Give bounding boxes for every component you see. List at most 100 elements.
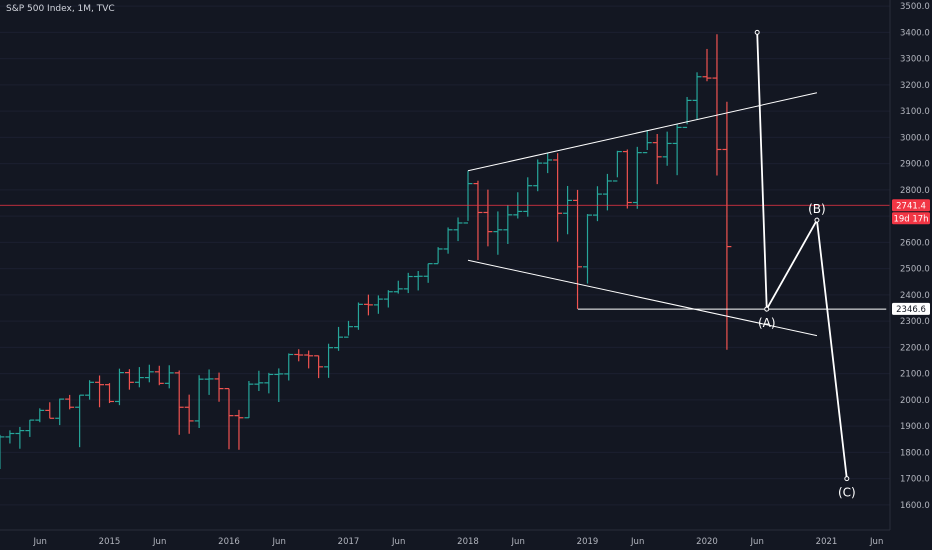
x-tick-label: 2018 (457, 537, 479, 547)
price-label-box (892, 302, 930, 315)
wave-label: (A) (758, 316, 776, 330)
ohlc-bar (15, 426, 25, 449)
ohlc-bar (304, 350, 314, 369)
ohlc-bar (652, 133, 662, 185)
ohlc-bar (164, 365, 174, 389)
ohlc-bar (353, 302, 363, 330)
wave-label: (C) (838, 486, 856, 500)
ohlc-bar (553, 153, 563, 242)
price-label-text: 2346.6 (896, 305, 926, 315)
ohlc-bar (453, 217, 463, 242)
wave-point[interactable] (764, 306, 770, 312)
ohlc-bar (632, 146, 642, 209)
x-tick-label: Jun (152, 537, 166, 547)
ohlc-bar (363, 294, 373, 316)
y-tick-label: 2500.0 (900, 265, 930, 275)
ohlc-bar (114, 368, 124, 406)
ohlc-bar (254, 370, 264, 391)
ohlc-bar (224, 388, 234, 450)
trendline[interactable] (467, 92, 818, 172)
y-tick-label: 1600.0 (900, 501, 930, 511)
ohlc-bar (144, 364, 154, 383)
x-tick-label: Jun (391, 537, 405, 547)
ohlc-bar (214, 372, 224, 402)
ohlc-bar (493, 211, 503, 255)
y-tick-label: 2200.0 (900, 343, 930, 353)
x-tick-label: Jun (272, 537, 286, 547)
ohlc-bar (314, 355, 324, 379)
x-tick-label: Jun (630, 537, 644, 547)
ohlc-bar (642, 130, 652, 154)
chart-title: S&P 500 Index, 1M, TVC (6, 4, 115, 14)
ohlc-bar (443, 227, 453, 254)
y-tick-label: 2900.0 (900, 160, 930, 170)
trendline[interactable] (467, 259, 818, 337)
x-tick-label: Jun (33, 537, 47, 547)
ohlc-bar (0, 434, 5, 469)
x-tick-label: 2019 (577, 537, 599, 547)
ohlc-bar (383, 290, 393, 308)
ohlc-bar (463, 170, 473, 224)
grid (0, 5, 890, 506)
ohlc-bar (85, 380, 95, 400)
x-tick-label: Jun (750, 537, 764, 547)
ohlc-bar (75, 394, 85, 448)
y-tick-label: 3500.0 (900, 2, 930, 12)
ohlc-bar (413, 271, 423, 291)
ohlc-bar (124, 369, 134, 390)
y-tick-label: 2100.0 (900, 370, 930, 380)
ohlc-bar (692, 72, 702, 120)
y-tick-label: 3400.0 (900, 28, 930, 38)
y-tick-label: 3300.0 (900, 55, 930, 65)
y-tick-label: 3200.0 (900, 81, 930, 91)
price-axis[interactable]: 1600.0 1700.0 1800.0 1900.0 2000.0 2100.0 2200… (900, 2, 930, 511)
ohlc-bar (612, 150, 622, 182)
wave-point[interactable] (814, 217, 820, 223)
ohlc-bar (393, 280, 403, 294)
y-tick-label: 1900.0 (900, 422, 930, 432)
ohlc-bar (134, 367, 144, 388)
ohlc-bar (204, 369, 214, 395)
ohlc-bar (5, 430, 15, 444)
ohlc-bar (344, 320, 353, 338)
ohlc-bar (563, 185, 573, 235)
ohlc-bar (702, 48, 712, 82)
y-tick-label: 2800.0 (900, 186, 930, 196)
price-labels: 2741.4 19d 17h 2346.6 (892, 199, 930, 315)
y-tick-label: 2000.0 (900, 396, 930, 406)
ohlc-bar (373, 295, 383, 314)
y-tick-label: 2300.0 (900, 317, 930, 327)
x-tick-label: Jun (511, 537, 525, 547)
wave-point[interactable] (844, 476, 850, 482)
elliott-wave-path[interactable] (756, 32, 848, 479)
ohlc-bar (662, 131, 672, 166)
ohlc-bar (294, 349, 304, 362)
ohlc-bar (105, 383, 114, 404)
ohlc-bar (55, 398, 65, 426)
ohlc-bar (194, 375, 204, 428)
ohlc-bar (324, 343, 334, 378)
ohlc-bar (234, 409, 244, 450)
drawings[interactable]: (A) (B) (C) (0, 29, 890, 500)
countdown-label-text: 19d 17h (893, 214, 928, 224)
wave-point[interactable] (754, 29, 760, 35)
ohlc-bar (672, 124, 682, 176)
ohlc-bar (264, 372, 274, 394)
time-axis[interactable]: Jun 2015 Jun 2016 Jun 2017 Jun 2018 Jun 2019 Jun 20… (33, 537, 884, 547)
x-tick-label: Jun (869, 537, 883, 547)
ohlc-bar (174, 370, 184, 435)
ohlc-bar (592, 186, 602, 222)
ohlc-bar (473, 180, 483, 260)
ohlc-bar (602, 173, 612, 211)
ohlc-bar (95, 375, 105, 408)
x-tick-label: 2016 (218, 537, 240, 547)
ohlc-bar (722, 101, 732, 350)
price-label-text: 2741.4 (896, 201, 926, 211)
ohlc-bar (334, 326, 344, 351)
ohlc-bar (25, 419, 35, 437)
ohlc-bar (543, 152, 553, 174)
ohlc-bar (403, 272, 413, 294)
ohlc-bar (622, 149, 632, 209)
